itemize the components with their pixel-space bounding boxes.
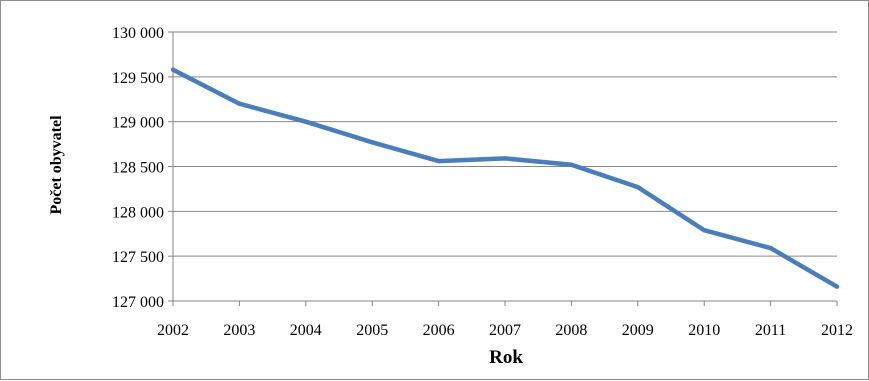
x-tick-label: 2010 [688, 322, 720, 339]
y-tick-label: 128 500 [112, 160, 164, 177]
x-tick-label: 2006 [423, 322, 455, 339]
x-tick-label: 2003 [223, 322, 255, 339]
y-tick-label: 130 000 [112, 25, 164, 42]
x-tick-label: 2002 [157, 322, 189, 339]
data-point-2009 [635, 184, 640, 190]
y-axis-title: Počet obyvatel [48, 115, 65, 215]
data-point-2007 [502, 156, 508, 161]
data-point-2011 [768, 245, 773, 251]
data-point-2006 [436, 158, 441, 164]
gridlines [173, 31, 837, 257]
data-point-2004 [303, 119, 308, 124]
data-point-2002 [170, 67, 176, 72]
x-tick-label: 2011 [755, 322, 786, 339]
x-tick-label: 2004 [290, 322, 322, 339]
data-point-2005 [370, 140, 375, 145]
y-tick-label: 128 000 [112, 204, 164, 221]
data-point-2003 [237, 101, 242, 106]
x-tick-label: 2009 [622, 322, 654, 339]
data-point-2012 [834, 284, 840, 289]
x-tick-label: 2007 [489, 322, 521, 339]
data-point-2010 [702, 227, 707, 233]
y-tick-label: 129 000 [112, 115, 164, 132]
x-tick-label: 2008 [555, 322, 587, 339]
y-tick-label: 127 000 [112, 294, 164, 311]
x-axis-ticks: 2002 2003 2004 2005 2006 2007 2008 2009 2010 2011… [157, 301, 853, 339]
y-axis-ticks: 127 000 127 500 128 000 128 500 129 000 129 5… [112, 25, 173, 311]
series-line-0 [171, 67, 839, 289]
y-tick-label: 127 500 [112, 249, 164, 266]
data-point-2008 [569, 162, 574, 167]
x-tick-label: 2005 [356, 322, 388, 339]
y-tick-label: 129 500 [112, 70, 164, 87]
x-tick-label: 2012 [821, 322, 853, 339]
series-layer [170, 67, 840, 289]
x-axis-title: Rok [489, 347, 523, 368]
